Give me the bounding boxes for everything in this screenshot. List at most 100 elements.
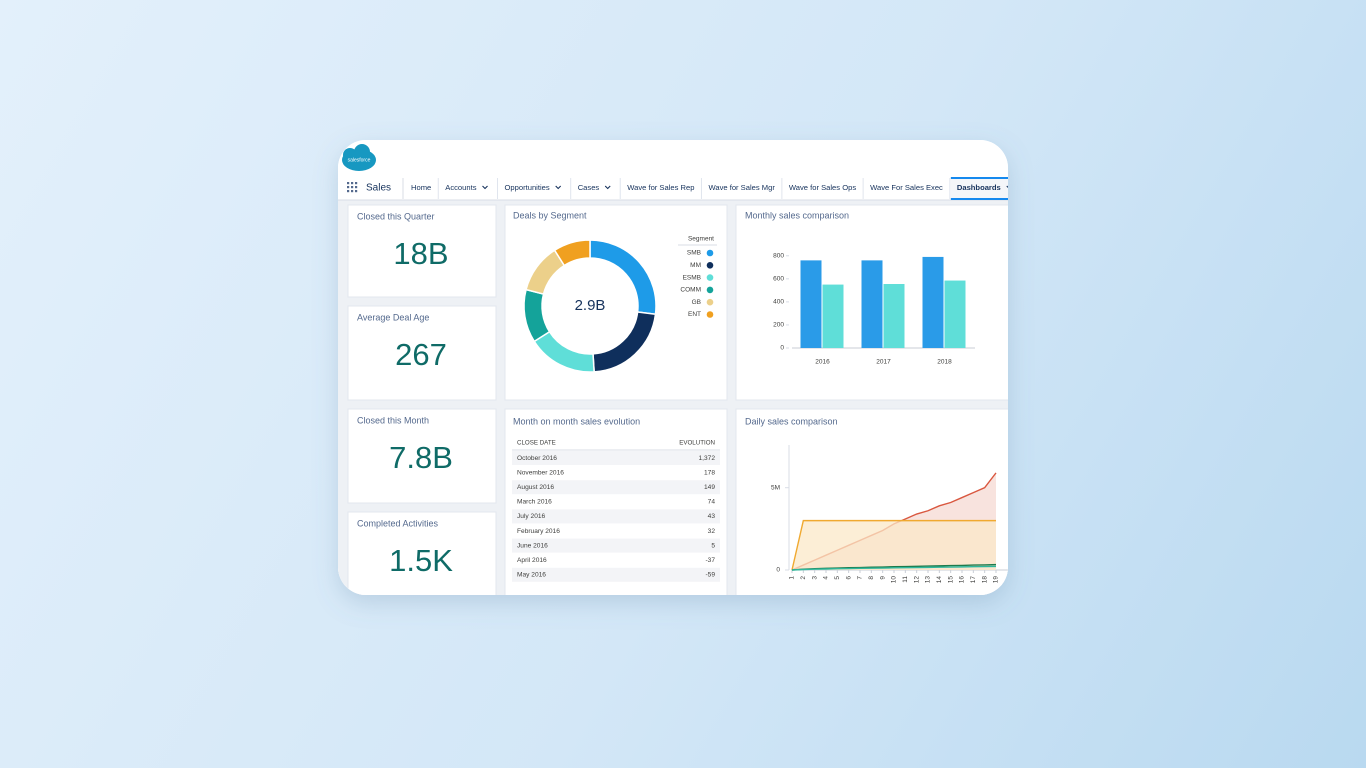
x-tick-label: 5	[834, 576, 841, 580]
app-name: Sales	[366, 183, 391, 194]
series-area	[792, 520, 996, 570]
row-stripe	[512, 538, 720, 553]
x-tick-label: 6	[845, 576, 852, 580]
legend-swatch	[706, 286, 714, 294]
x-tick-label: 12	[913, 576, 920, 584]
bar	[883, 284, 905, 348]
bar	[861, 260, 883, 348]
legend-swatch	[706, 274, 714, 281]
y-tick-label: 5M	[771, 484, 780, 491]
x-tick-label: 8	[868, 576, 875, 580]
y-tick-label: 200	[773, 322, 784, 329]
x-tick-label: 2017	[876, 359, 891, 366]
table-cell: 178	[704, 469, 715, 476]
bar	[922, 256, 944, 348]
x-tick-label: 16	[959, 576, 966, 584]
legend-swatch	[706, 249, 714, 257]
x-tick-label: 10	[891, 576, 898, 584]
table-cell: -37	[705, 557, 715, 564]
x-tick-label: 11	[902, 576, 909, 583]
column-header: CLOSE DATE	[517, 440, 556, 447]
bar	[800, 260, 822, 348]
nav-chevron	[604, 185, 611, 190]
nav-tab[interactable]: Home	[411, 183, 431, 192]
column-header: EVOLUTION	[679, 440, 715, 447]
nav-tab[interactable]: Wave For Sales Exec	[870, 183, 943, 192]
table-cell: 74	[708, 499, 716, 506]
table-cell: 43	[708, 513, 716, 520]
table-cell: August 2016	[517, 484, 554, 491]
row-stripe	[512, 451, 720, 465]
nav-chevron	[482, 185, 488, 190]
legend-label: GB	[692, 299, 701, 306]
nav-tab[interactable]: Dashboards	[957, 183, 1001, 192]
y-tick-label: 0	[780, 345, 784, 352]
logo-cloud	[343, 148, 357, 162]
row-stripe	[512, 480, 720, 495]
legend-label: ESMB	[683, 274, 701, 281]
table-cell: February 2016	[517, 528, 560, 535]
donut-slice	[553, 239, 591, 267]
row-stripe	[512, 567, 720, 582]
x-tick-label: 17	[970, 576, 977, 584]
app-window: salesforce Sales Home Accounts Opportuniti…	[338, 140, 1008, 595]
table-cell: 1,372	[698, 455, 715, 462]
x-tick-label: 13	[925, 576, 932, 584]
table-cell: -59	[705, 572, 715, 579]
y-tick-label: 0	[776, 567, 780, 574]
table-cell: 5	[711, 542, 715, 549]
y-tick-label: 800	[773, 252, 784, 259]
table-cell: March 2016	[517, 499, 552, 506]
nav-tab[interactable]: Wave for Sales Ops	[789, 183, 856, 192]
x-tick-label: 2	[800, 576, 807, 580]
legend-label: MM	[690, 262, 701, 269]
table-cell: June 2016	[517, 542, 548, 549]
logo-cloud	[354, 144, 370, 160]
x-tick-label: 4	[823, 576, 830, 580]
legend-swatch	[706, 298, 714, 306]
active-tab-indicator	[950, 177, 1008, 179]
logo[interactable]: salesforce	[342, 144, 376, 171]
nav-tab[interactable]: Opportunities	[505, 183, 550, 192]
x-tick-label: 7	[857, 576, 864, 580]
nav-tab[interactable]: Wave for Sales Rep	[627, 183, 694, 192]
metric-label: Closed this Month	[357, 415, 429, 425]
table-cell: July 2016	[517, 513, 546, 520]
panel	[504, 408, 728, 595]
table-cell: October 2016	[517, 455, 557, 462]
legend-label: ENT	[688, 311, 701, 318]
bar	[944, 280, 966, 348]
panel	[347, 408, 497, 504]
chart-title: Monthly sales comparison	[745, 210, 849, 220]
legend-label: COMM	[680, 287, 701, 294]
donut-center-label: 2.9B	[575, 297, 606, 314]
series-line	[791, 565, 997, 571]
x-tick-label: 3	[811, 576, 818, 580]
chart-title: Daily sales comparison	[745, 416, 838, 426]
nav-tab[interactable]: Cases	[578, 183, 600, 192]
nav-tab[interactable]: Accounts	[445, 183, 476, 192]
app-launcher[interactable]	[347, 182, 358, 193]
table-cell: November 2016	[517, 469, 564, 476]
nav-bar	[338, 176, 1008, 200]
legend-swatch	[706, 311, 714, 318]
x-tick-label: 1	[789, 576, 796, 580]
table-title: Month on month sales evolution	[513, 416, 640, 426]
x-tick-label: 19	[993, 576, 1000, 584]
metric-label: Average Deal Age	[357, 312, 429, 322]
x-tick-label: 15	[947, 576, 954, 584]
metric-label: Completed Activities	[357, 518, 439, 528]
y-tick-label: 600	[773, 276, 784, 283]
active-tab-indicator	[950, 198, 1008, 200]
metric-label: Closed this Quarter	[357, 211, 435, 221]
metric-value: 267	[395, 337, 447, 372]
nav-tab[interactable]: Wave for Sales Mgr	[708, 183, 775, 192]
series-line	[791, 519, 996, 571]
active-tab-bg	[950, 177, 1008, 199]
table-cell: 32	[708, 528, 716, 535]
panel	[347, 305, 497, 401]
x-tick-label: 18	[981, 576, 988, 584]
panel	[347, 511, 497, 595]
metric-value: 7.8B	[389, 440, 453, 475]
